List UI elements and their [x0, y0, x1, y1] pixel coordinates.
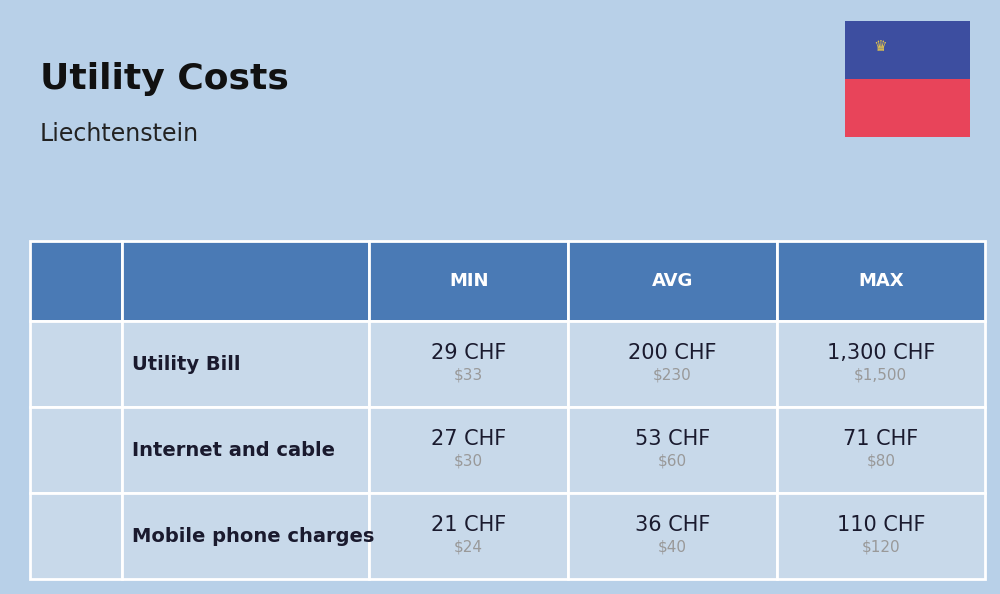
Text: 36 CHF: 36 CHF [635, 515, 710, 535]
Text: $40: $40 [658, 540, 687, 555]
Text: $60: $60 [658, 454, 687, 469]
Text: 📱: 📱 [67, 522, 85, 551]
Text: MAX: MAX [858, 272, 904, 290]
Text: 21 CHF: 21 CHF [431, 515, 506, 535]
Text: Liechtenstein: Liechtenstein [40, 122, 199, 146]
Text: AVG: AVG [652, 272, 693, 290]
Text: 29 CHF: 29 CHF [431, 343, 506, 363]
Text: $24: $24 [454, 540, 483, 555]
Text: $80: $80 [866, 454, 895, 469]
Text: $230: $230 [653, 368, 692, 383]
Text: 1,300 CHF: 1,300 CHF [827, 343, 935, 363]
Text: Utility Costs: Utility Costs [40, 62, 289, 96]
Text: 53 CHF: 53 CHF [635, 429, 710, 449]
Text: Utility Bill: Utility Bill [132, 355, 241, 374]
Text: 200 CHF: 200 CHF [628, 343, 717, 363]
Text: $120: $120 [861, 540, 900, 555]
Text: MIN: MIN [449, 272, 488, 290]
Text: Internet and cable: Internet and cable [132, 441, 335, 460]
Text: 📟: 📟 [92, 375, 101, 390]
Text: $1,500: $1,500 [854, 368, 907, 383]
Text: ⚙: ⚙ [66, 347, 86, 366]
Text: $30: $30 [454, 454, 483, 469]
Text: $33: $33 [454, 368, 483, 383]
Text: 📡: 📡 [68, 432, 84, 460]
Text: 110 CHF: 110 CHF [837, 515, 925, 535]
Text: 27 CHF: 27 CHF [431, 429, 506, 449]
Text: Mobile phone charges: Mobile phone charges [132, 527, 374, 546]
Text: 71 CHF: 71 CHF [843, 429, 918, 449]
Text: 🔌: 🔌 [47, 375, 56, 390]
Text: ♛: ♛ [873, 39, 887, 54]
